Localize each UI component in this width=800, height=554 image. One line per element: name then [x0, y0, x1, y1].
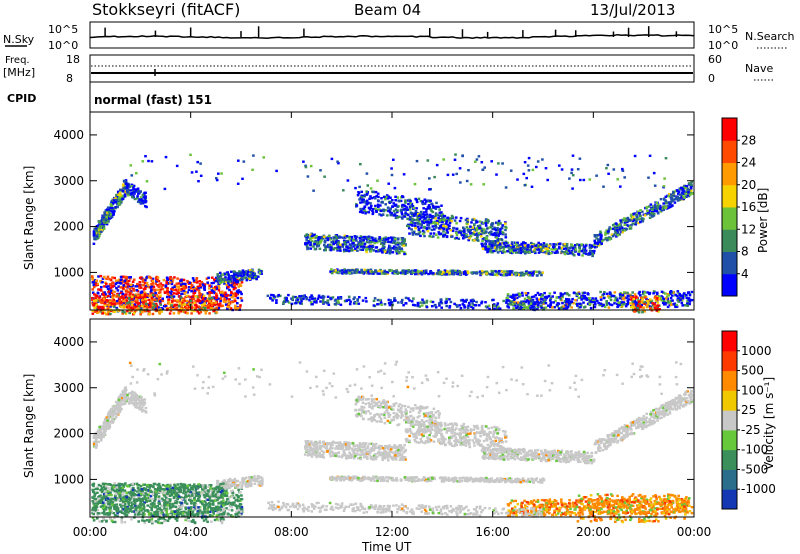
nave-tick-bottom: 0 [708, 72, 715, 85]
y-tick-label: 3000 [53, 381, 84, 395]
y-tick-label: 4000 [53, 335, 84, 349]
x-tick-label: 16:00 [475, 525, 510, 539]
nsky-spikes [104, 26, 678, 37]
colorbar-tick-label: 12 [741, 222, 756, 236]
freq-unit: [MHz] [3, 66, 35, 79]
colorbar-tick-label: 25 [741, 403, 756, 417]
colorbar-cell [722, 449, 737, 470]
colorbar-tick-label: 500 [741, 364, 764, 378]
nsky-tick-top: 10^5 [48, 23, 78, 36]
colorbar-tick-label: 16 [741, 200, 756, 214]
power-y-axis: 4000 3000 2000 1000 [53, 128, 694, 279]
station-title: Stokkseyri (fitACF) [92, 0, 240, 19]
colorbar-cell [722, 370, 737, 391]
colorbar-cell [722, 469, 737, 490]
colorbar-tick-label: 100 [741, 383, 764, 397]
power-plot-frame [90, 112, 694, 310]
colorbar-cell [722, 118, 737, 141]
nsky-line [89, 33, 695, 40]
colorbar-cell [722, 184, 737, 208]
colorbar-cell [722, 350, 737, 372]
nsky-tick-bottom: 10^0 [48, 39, 78, 52]
power-echoes [91, 153, 694, 316]
power-colorbar: 28 24 20 16 12 8 4 [721, 117, 756, 297]
nsearch-tick-top: 10^5 [708, 23, 738, 36]
colorbar-tick-label: 20 [741, 178, 756, 192]
nave-label: Nave [745, 62, 773, 75]
cpid-label: CPID [7, 92, 36, 105]
colorbar-cell [722, 207, 737, 230]
nsearch-label: N.Search [745, 30, 795, 43]
colorbar-tick-label: 24 [741, 156, 756, 170]
cpid-text: normal (fast) 151 [94, 93, 212, 107]
colorbar-cell [722, 251, 737, 275]
time-axis: 00:00 04:00 08:00 12:00 16:00 20:00 00:00 [73, 112, 712, 539]
x-tick-label: 00:00 [73, 525, 108, 539]
power-ylabel: Slant Range [km] [22, 166, 36, 270]
colorbar-tick-label: -25 [741, 423, 761, 437]
colorbar-cell [722, 273, 737, 297]
x-axis-label: Time UT [361, 540, 412, 554]
y-tick-label: 4000 [53, 128, 84, 142]
y-tick-label: 1000 [53, 265, 84, 279]
nsky-label: N.Sky [3, 33, 35, 46]
colorbar-tick-label: 4 [741, 267, 749, 281]
power-panel: 4000 3000 2000 1000 Slant Range [km] 28 24 20… [22, 111, 770, 316]
colorbar-cell [722, 410, 737, 431]
x-tick-label: 20:00 [576, 525, 611, 539]
velocity-colorbar: 1000 500 100 25 -25 -100 -500 -1000 [721, 330, 776, 510]
x-tick-label: 00:00 [677, 525, 712, 539]
colorbar-cell [722, 162, 737, 186]
colorbar-tick-label: -1000 [741, 482, 776, 496]
power-colorbar-label: Power [dB] [756, 188, 770, 253]
y-tick-label: 2000 [53, 220, 84, 234]
nsearch-tick-bottom: 10^0 [708, 39, 738, 52]
colorbar-tick-label: 8 [741, 245, 749, 259]
y-tick-label: 3000 [53, 174, 84, 188]
nsky-panel: N.Sky 10^5 10^0 10^5 10^0 N.Search [3, 21, 795, 52]
x-tick-label: 08:00 [274, 525, 309, 539]
colorbar-cell [722, 229, 737, 252]
velocity-ylabel: Slant Range [km] [22, 374, 36, 478]
colorbar-tick-label: -100 [741, 443, 768, 457]
colorbar-cell [722, 429, 737, 451]
freq-label: Freq. [5, 55, 30, 66]
freq-panel: Freq. [MHz] 18 8 60 0 Nave [3, 53, 774, 85]
x-tick-label: 12:00 [375, 525, 410, 539]
colorbar-tick-label: 28 [741, 133, 756, 147]
colorbar-cell [722, 390, 737, 411]
colorbar-cell [722, 331, 737, 352]
velocity-y-axis: 4000 3000 2000 1000 [53, 335, 694, 486]
cpid-panel: CPID normal (fast) 151 [7, 82, 212, 112]
colorbar-tick-label: 1000 [741, 344, 772, 358]
colorbar-tick-label: -500 [741, 462, 768, 476]
colorbar-cell [722, 140, 737, 163]
x-tick-label: 04:00 [173, 525, 208, 539]
velocity-panel: 4000 3000 2000 1000 Slant Range [km] 1000 50… [22, 318, 776, 525]
beam-title: Beam 04 [354, 1, 421, 19]
nave-tick-top: 60 [708, 53, 722, 66]
date-title: 13/Jul/2013 [590, 1, 675, 19]
y-tick-label: 1000 [53, 472, 84, 486]
velocity-colorbar-label: Velocity [m s⁻¹] [762, 377, 776, 470]
freq-tick-bottom: 8 [66, 72, 73, 85]
y-tick-label: 2000 [53, 427, 84, 441]
freq-tick-top: 18 [66, 53, 80, 66]
colorbar-cell [722, 489, 737, 510]
